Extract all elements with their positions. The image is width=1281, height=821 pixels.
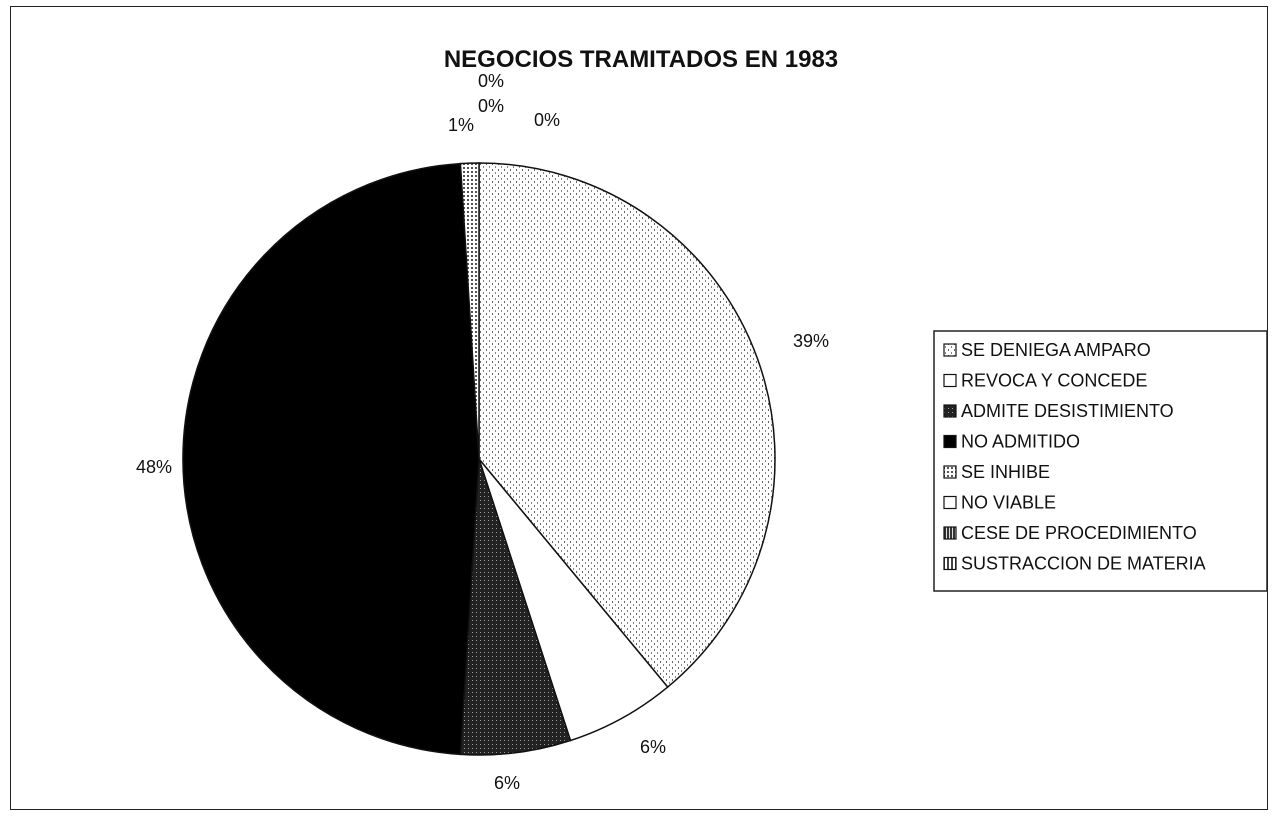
legend-label-no-admitido: NO ADMITIDO xyxy=(961,432,1080,452)
pct-label-se-deniega-amparo: 39% xyxy=(793,331,829,351)
pie-chart: NEGOCIOS TRAMITADOS EN 1983 39% 6% 6% 48% 1%… xyxy=(136,46,1267,793)
legend-label-cese-de-procedimiento: CESE DE PROCEDIMIENTO xyxy=(961,523,1197,543)
legend-box xyxy=(933,330,1267,592)
pct-label-admite-desistimiento: 6% xyxy=(494,773,520,793)
legend-swatch-no-viable xyxy=(943,495,957,510)
legend-label-revoca-y-concede: REVOCA Y CONCEDE xyxy=(961,371,1147,391)
slice-se-inhibe xyxy=(459,162,480,460)
pct-label-se-inhibe: 1% xyxy=(448,115,474,135)
legend-swatch-cese-de-procedimiento xyxy=(943,526,957,540)
legend-label-se-deniega-amparo: SE DENIEGA AMPARO xyxy=(961,340,1151,360)
legend-label-sustraccion-de-materia: SUSTRACCION DE MATERIA xyxy=(961,554,1206,574)
chart-frame: NEGOCIOS TRAMITADOS EN 1983 39% 6% 6% 48% 1%… xyxy=(10,6,1268,810)
legend-swatch-revoca-y-concede xyxy=(943,373,957,388)
legend-label-admite-desistimiento: ADMITE DESISTIMIENTO xyxy=(961,401,1174,421)
legend-swatch-se-inhibe xyxy=(943,465,957,479)
legend-swatch-sustraccion-de-materia xyxy=(943,556,957,571)
pct-label-revoca-y-concede: 6% xyxy=(640,737,666,757)
percentage-labels: 39%6%6%48%1%0%0%0% xyxy=(136,71,829,793)
legend-label-se-inhibe: SE INHIBE xyxy=(961,462,1050,482)
chart-title: NEGOCIOS TRAMITADOS EN 1983 xyxy=(444,46,838,73)
legend-swatch-no-admitido xyxy=(943,434,957,449)
pie-slices xyxy=(182,162,776,756)
slice-se-deniega-amparo xyxy=(478,162,776,689)
slice-no-admitido xyxy=(182,162,480,756)
legend-swatch-admite-desistimiento xyxy=(943,404,957,418)
pct-label-no-viable: 0% xyxy=(478,96,504,116)
legend: SE DENIEGA AMPARO REVOCA Y CONCEDE ADMITE … xyxy=(933,330,1267,592)
pct-label-sustraccion-de-materia: 0% xyxy=(478,71,504,91)
pct-label-no-admitido: 48% xyxy=(136,457,172,477)
legend-swatch-se-deniega-amparo xyxy=(943,343,957,357)
legend-label-no-viable: NO VIABLE xyxy=(961,493,1056,513)
pct-label-cese-de-procedimiento: 0% xyxy=(534,110,560,130)
